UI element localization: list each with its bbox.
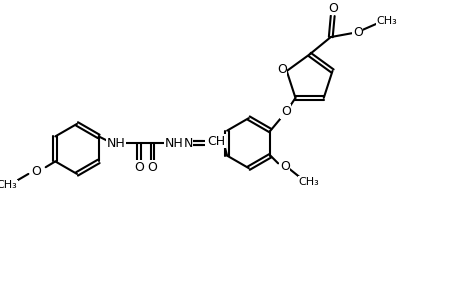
Text: CH₃: CH₃ xyxy=(298,177,319,187)
Text: CH: CH xyxy=(207,135,224,148)
Text: O: O xyxy=(134,161,144,174)
Text: NH: NH xyxy=(106,136,125,150)
Text: CH₃: CH₃ xyxy=(375,16,396,26)
Text: O: O xyxy=(352,26,362,39)
Text: O: O xyxy=(31,164,41,178)
Text: CH₃: CH₃ xyxy=(0,181,17,190)
Text: H: H xyxy=(205,136,214,150)
Text: O: O xyxy=(147,161,157,174)
Text: O: O xyxy=(327,2,337,15)
Text: O: O xyxy=(280,105,290,118)
Text: O: O xyxy=(280,160,289,173)
Text: N: N xyxy=(183,136,192,150)
Text: NH: NH xyxy=(164,136,183,150)
Text: O: O xyxy=(276,63,286,76)
